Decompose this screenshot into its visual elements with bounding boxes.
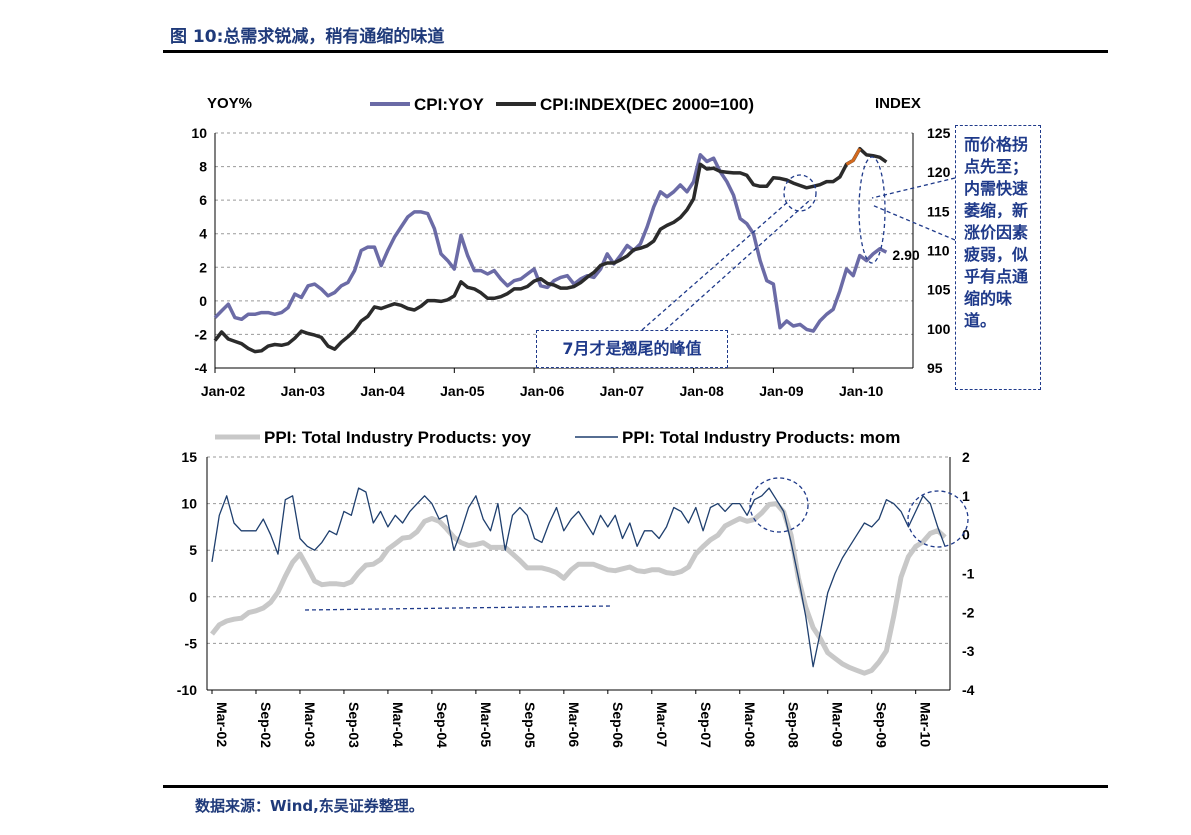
deflation-leader-2 bbox=[871, 204, 956, 241]
legend-label-ppi-mom: PPI: Total Industry Products: mom bbox=[622, 428, 900, 447]
x-tick-label: Sep-08 bbox=[786, 702, 802, 748]
x-tick-label: Sep-07 bbox=[698, 702, 714, 748]
figure-title: 图 10:总需求锐减，稍有通缩的味道 bbox=[170, 27, 445, 47]
x-tick-label: Jan-04 bbox=[360, 383, 405, 399]
x-tick-label: Mar-06 bbox=[566, 702, 582, 747]
legend-label-ppi-yoy: PPI: Total Industry Products: yoy bbox=[264, 428, 532, 447]
peak-leader-1 bbox=[641, 199, 791, 331]
x-tick-label: Mar-04 bbox=[390, 702, 406, 747]
y-tick-label: 10 bbox=[191, 125, 207, 141]
x-tick-label: Jan-03 bbox=[281, 383, 326, 399]
x-tick-label: Sep-06 bbox=[610, 702, 626, 748]
recent-circle bbox=[858, 156, 886, 264]
mom-recent-circle bbox=[907, 490, 969, 548]
source-note: 数据来源：Wind,东吴证券整理。 bbox=[195, 797, 424, 815]
x-tick-label: Sep-05 bbox=[522, 702, 538, 748]
x-tick-label: Mar-05 bbox=[478, 702, 494, 747]
cpi-index-line bbox=[213, 146, 888, 354]
bottom-rule bbox=[163, 785, 1108, 788]
y2-tick-label: 0 bbox=[962, 527, 970, 543]
cpi-index-highlight bbox=[845, 147, 862, 166]
x-tick-label: Jan-09 bbox=[759, 383, 804, 399]
y-tick-label: -5 bbox=[185, 635, 198, 651]
x-tick-label: Jan-08 bbox=[679, 383, 724, 399]
y2-tick-label: 2 bbox=[962, 449, 970, 465]
cpi-chart: -4 -2 0 2 4 6 8 10 95 100 105 110 115 120 125 Jan-02 Jan… bbox=[191, 95, 950, 399]
mom-peak-circle bbox=[749, 477, 809, 533]
peak-annotation: 7月才是翘尾的峰值 bbox=[536, 330, 728, 368]
y-tick-label: -2 bbox=[195, 326, 208, 342]
deflation-annotation: 而价格拐点先至；内需快速萎缩，新涨价因素疲弱，似乎有点通缩的味道。 bbox=[955, 125, 1041, 390]
y2-tick-label: 100 bbox=[927, 321, 951, 337]
y-tick-label: -4 bbox=[195, 360, 208, 376]
y-tick-label: 6 bbox=[199, 192, 207, 208]
y-tick-label: 2 bbox=[199, 259, 207, 275]
ppi-yoy-line bbox=[210, 501, 947, 676]
y2-tick-label: 120 bbox=[927, 164, 951, 180]
y-tick-label: 4 bbox=[199, 226, 207, 242]
peak-leader-2 bbox=[664, 199, 811, 331]
y2-tick-label: 125 bbox=[927, 125, 951, 141]
ppi-mom-line bbox=[211, 487, 946, 668]
x-tick-label: Mar-07 bbox=[654, 702, 670, 747]
y2-axis-label: INDEX bbox=[875, 95, 921, 112]
y2-tick-label: -2 bbox=[962, 604, 975, 620]
y2-tick-label: 95 bbox=[927, 360, 943, 376]
last-value-label: 2.90 bbox=[892, 247, 919, 263]
legend-label-cpi-index: CPI:INDEX(DEC 2000=100) bbox=[540, 95, 754, 114]
x-tick-label: Mar-03 bbox=[302, 702, 318, 747]
y2-tick-label: -1 bbox=[962, 566, 975, 582]
top-rule bbox=[163, 50, 1108, 53]
x-tick-label: Sep-09 bbox=[874, 702, 890, 748]
y2-tick-label: 105 bbox=[927, 282, 951, 298]
peak-circle bbox=[783, 174, 817, 212]
x-tick-label: Mar-09 bbox=[830, 702, 846, 747]
y2-tick-label: 1 bbox=[962, 488, 970, 504]
trend-line bbox=[304, 605, 611, 611]
x-tick-label: Mar-10 bbox=[918, 702, 934, 747]
x-tick-label: Jan-05 bbox=[440, 383, 485, 399]
y2-tick-label: 115 bbox=[927, 203, 950, 219]
x-tick-label: Sep-04 bbox=[434, 702, 450, 748]
y-tick-label: 5 bbox=[189, 542, 197, 558]
y-tick-label: 10 bbox=[181, 496, 197, 512]
y-tick-label: 0 bbox=[189, 589, 197, 605]
x-tick-label: Sep-02 bbox=[258, 702, 274, 748]
y2-tick-label: -3 bbox=[962, 643, 975, 659]
x-tick-label: Jan-07 bbox=[600, 383, 645, 399]
x-tick-label: Sep-03 bbox=[346, 702, 362, 748]
x-tick-label: Mar-08 bbox=[742, 702, 758, 747]
y-tick-label: 15 bbox=[181, 449, 197, 465]
legend-label-cpi-yoy: CPI:YOY bbox=[414, 95, 485, 114]
y2-tick-label: 110 bbox=[927, 243, 950, 259]
x-tick-label: Jan-06 bbox=[520, 383, 565, 399]
deflation-leader-1 bbox=[871, 177, 956, 199]
x-tick-label: Jan-02 bbox=[201, 383, 246, 399]
y-tick-label: 8 bbox=[199, 159, 207, 175]
annotation-layer bbox=[304, 156, 969, 611]
x-tick-label: Jan-10 bbox=[839, 383, 884, 399]
y-tick-label: -10 bbox=[177, 682, 197, 698]
y-axis-label: YOY% bbox=[207, 95, 252, 112]
y2-tick-label: -4 bbox=[962, 682, 975, 698]
x-tick-label: Mar-02 bbox=[214, 702, 230, 747]
y-tick-label: 0 bbox=[199, 293, 207, 309]
